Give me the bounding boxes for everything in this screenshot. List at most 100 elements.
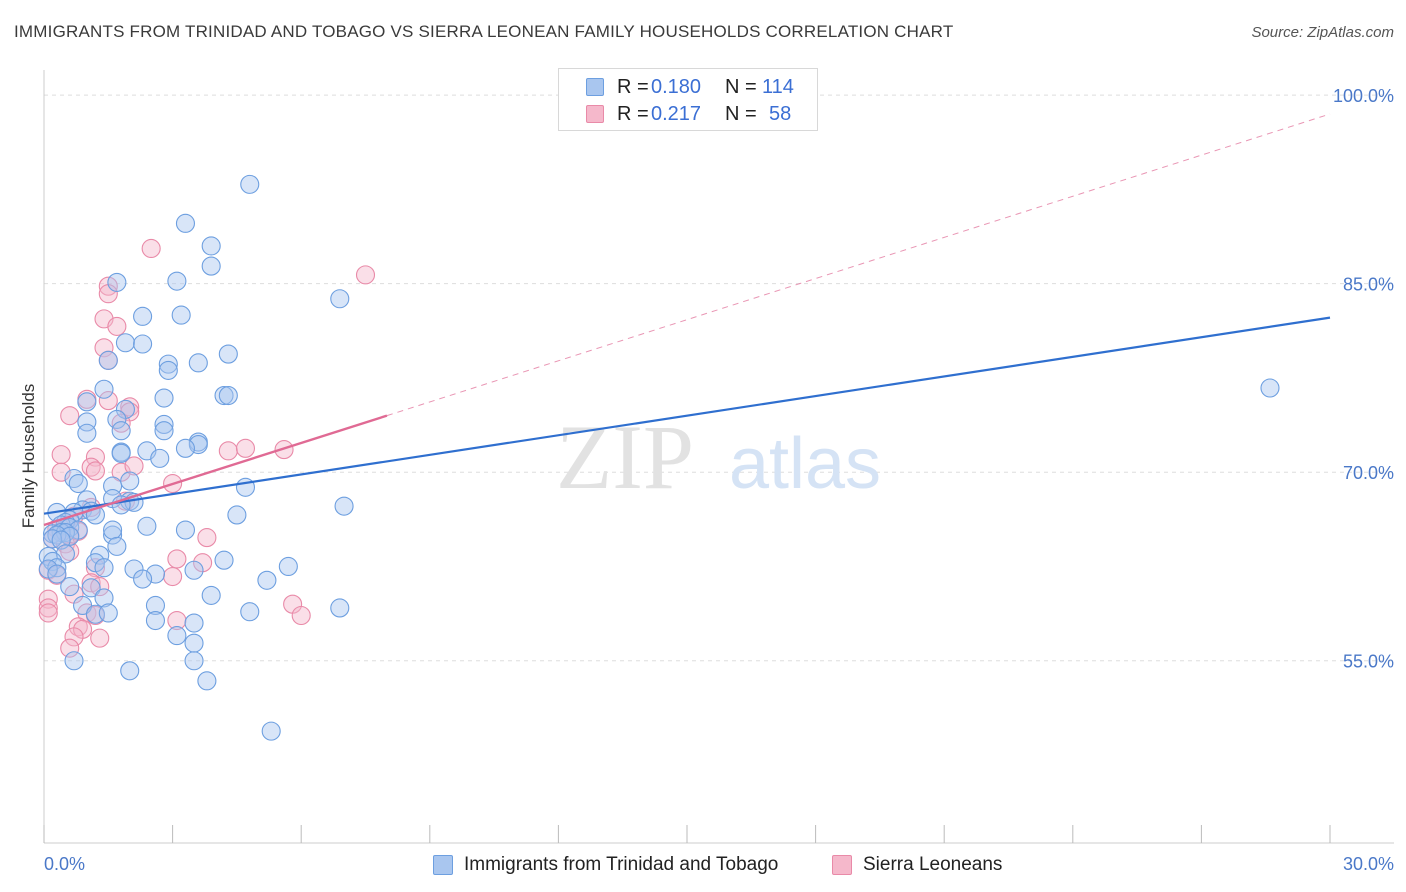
data-point-trinidad [175,438,196,458]
data-point-sierra-leonean [235,438,256,458]
y-tick-label: 85.0% [1343,275,1394,295]
data-point-sierra-leonean [107,316,127,336]
data-point-trinidad [154,414,174,434]
data-point-trinidad [167,626,187,646]
data-point-trinidad [150,448,170,468]
data-point-trinidad [115,333,135,353]
data-point-trinidad [120,471,140,491]
n-value: 114 [762,76,794,98]
trend-line-trinidad [43,316,1331,515]
data-point-trinidad [184,633,204,653]
data-point-trinidad [218,344,238,364]
data-point-trinidad [133,306,153,326]
data-point-sierra-leonean [291,605,311,626]
data-point-sierra-leonean [124,456,144,476]
y-tick-label: 55.0% [1343,652,1394,672]
data-point-trinidad [227,505,247,525]
legend-label: Sierra Leoneans [863,854,1003,875]
data-point-trinidad [94,379,114,399]
data-point-trinidad [184,560,204,580]
data-point-sierra-leonean [90,628,110,648]
data-point-sierra-leonean [64,627,84,647]
data-point-trinidad [218,385,238,406]
data-point-trinidad [201,236,221,256]
axes [43,70,1394,844]
data-point-trinidad [60,577,80,597]
data-point-trinidad [133,569,153,589]
data-point-trinidad [188,353,208,373]
legend-swatch-pink [832,855,852,875]
data-point-trinidad [188,435,208,455]
data-point-trinidad [98,350,118,370]
data-point-trinidad [154,421,174,441]
data-point-sierra-leonean [94,338,114,358]
data-point-sierra-leonean [197,528,217,548]
series-legend: Immigrants from Trinidad and Tobago Sier… [0,851,1406,879]
r-label: R = [617,76,649,98]
n-label: N = [725,76,757,98]
data-point-trinidad [197,671,217,691]
n-label: N = [725,103,757,125]
data-point-trinidad [154,388,174,408]
data-point-trinidad [77,490,97,510]
data-point-trinidad [240,174,260,194]
data-point-trinidad [68,473,88,494]
data-point-trinidad [201,256,221,276]
r-value: 0.180 [651,76,702,98]
data-point-trinidad [145,595,166,615]
data-point-trinidad [103,520,123,540]
data-point-sierra-leonean [98,391,118,411]
data-point-trinidad [111,421,131,441]
data-point-trinidad [214,385,234,406]
trend-line-sierra-leonean [43,414,388,527]
legend-label: Immigrants from Trinidad and Tobago [464,854,779,875]
data-point-trinidad [175,213,196,233]
data-point-sierra-leonean [38,598,58,618]
data-point-trinidad [184,613,204,633]
y-tick-labels: 55.0% 70.0% 85.0% 100.0% [1333,86,1394,672]
y-tick-label: 70.0% [1343,463,1394,483]
data-point-trinidad [240,602,260,622]
x-tick-labels: 0.0% 30.0% [44,854,1394,874]
r-label: R = [617,103,649,125]
data-point-trinidad [214,550,234,570]
trend-line-sierra-leonean-extended [386,113,1331,417]
stats-legend: R = 0.180 N = 114 R = 0.217 N = 58 [558,68,818,131]
data-point-trinidad [94,558,114,578]
legend-swatch-blue [586,78,604,96]
data-point-trinidad [261,721,281,741]
data-point-sierra-leonean [38,603,58,623]
data-point-sierra-leonean [85,461,105,481]
data-point-sierra-leonean [355,265,376,285]
data-point-trinidad [158,360,178,380]
zipatlas-watermark: ZIP atlas [556,406,881,508]
data-point-sierra-leonean [51,445,71,465]
data-point-trinidad [133,334,153,354]
data-point-trinidad [171,305,191,325]
data-point-trinidad [107,409,127,429]
data-point-trinidad [201,585,221,605]
data-point-trinidad [94,588,114,608]
data-point-sierra-leonean [167,549,187,569]
data-point-trinidad [145,610,166,631]
data-point-trinidad [278,556,298,577]
data-point-trinidad [330,289,350,309]
data-point-trinidad [137,516,157,536]
stats-row-trinidad: R = 0.180 N = 114 [559,74,817,100]
data-point-trinidad [103,525,123,545]
x-tick-label: 0.0% [44,854,85,874]
data-point-sierra-leonean [218,441,238,461]
n-value: 58 [769,103,792,125]
data-point-trinidad [257,570,277,590]
data-point-sierra-leonean [60,406,80,426]
data-point-trinidad [47,564,67,584]
data-point-trinidad [120,661,140,681]
y-tick-label: 100.0% [1333,86,1394,106]
x-tick-label: 30.0% [1343,854,1394,874]
data-point-trinidad [145,564,166,584]
data-point-trinidad [98,603,118,623]
trend-lines [43,113,1331,527]
data-point-trinidad [111,443,131,463]
data-point-sierra-leonean [85,447,105,467]
watermark-atlas: atlas [729,424,881,504]
